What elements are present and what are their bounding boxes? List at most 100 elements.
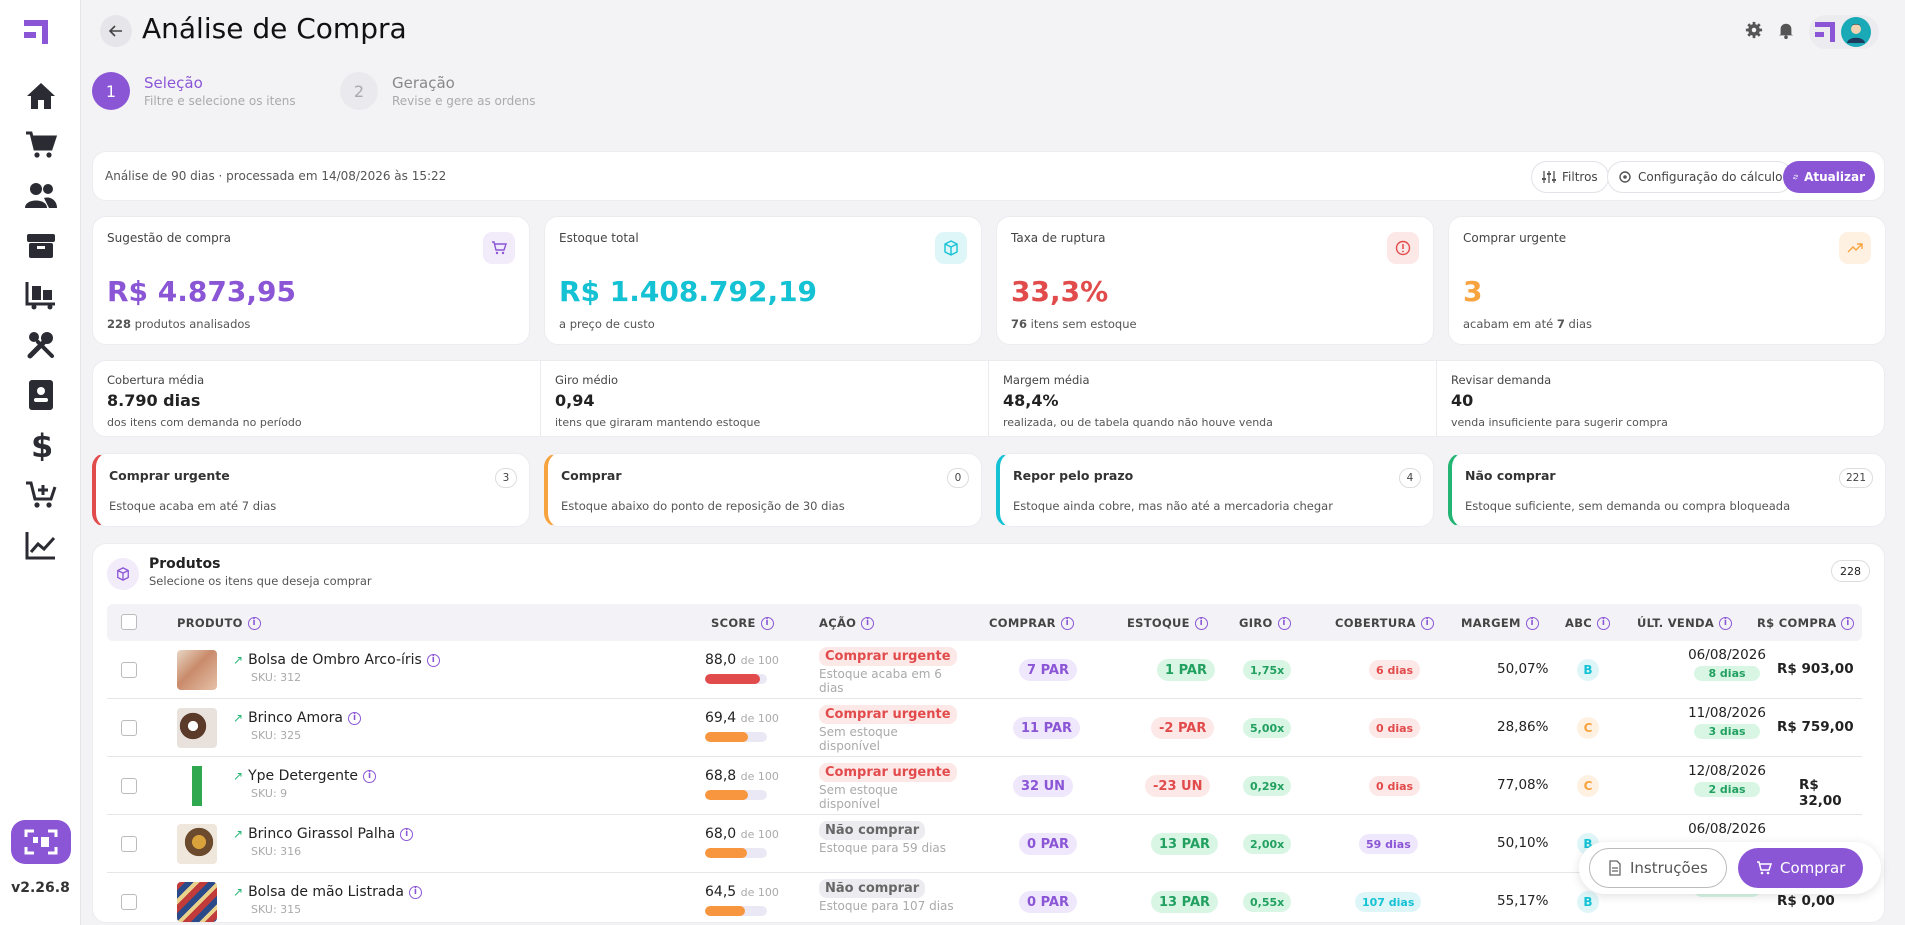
trend-up-icon: ↗ [233, 653, 244, 667]
sliders-icon [1542, 171, 1556, 183]
pallet-icon[interactable] [20, 275, 62, 315]
analysis-bar: Análise de 90 dias · processada em 14/08… [92, 151, 1885, 201]
giro-pill: 2,00x [1243, 834, 1292, 854]
score-value: 69,4 de 100 [705, 710, 779, 726]
badge-icon[interactable] [20, 375, 62, 415]
tools-icon[interactable] [20, 325, 62, 365]
analysis-info: Análise de 90 dias · processada em 14/08… [105, 169, 447, 183]
cart-plus-icon[interactable] [20, 475, 62, 515]
category-repor-prazo[interactable]: Repor pelo prazo 4 Estoque ainda cobre, … [996, 453, 1434, 527]
acao-sub: Sem estoque disponível [819, 725, 898, 753]
filters-label: Filtros [1562, 170, 1598, 184]
estoque-pill: -23 UN [1145, 775, 1211, 797]
row-checkbox[interactable] [121, 720, 137, 736]
col-estoque[interactable]: ESTOQUE i [1127, 616, 1208, 630]
col-rs-compra[interactable]: R$ COMPRA i [1757, 616, 1855, 630]
select-all-checkbox[interactable] [121, 614, 137, 630]
comprar-button[interactable]: Comprar [1738, 848, 1864, 888]
abc-badge: B [1577, 891, 1599, 913]
stat-label: Comprar urgente [1463, 231, 1567, 245]
ult-venda: 06/08/2026 8 dias [1688, 647, 1766, 681]
col-ult-venda[interactable]: ÚLT. VENDA i [1637, 616, 1733, 630]
acao-badge: Comprar urgente [819, 705, 957, 724]
scan-button[interactable] [11, 820, 71, 864]
product-sku: SKU: 316 [251, 845, 302, 858]
company-logo-icon [1815, 22, 1835, 42]
cart-icon[interactable] [20, 125, 62, 165]
app-version: v2.26.8 [11, 880, 70, 896]
users-icon[interactable] [20, 175, 62, 215]
product-sku: SKU: 9 [251, 787, 288, 800]
user-avatar[interactable] [1841, 17, 1871, 47]
calc-config-button[interactable]: Configuração do cálculo [1607, 161, 1794, 193]
comprar-pill[interactable]: 0 PAR [1019, 891, 1077, 913]
col-cobertura[interactable]: COBERTURA i [1335, 616, 1434, 630]
package-icon [935, 232, 967, 264]
settings-gear-icon[interactable] [1745, 21, 1763, 43]
stat-value: R$ 4.873,95 [107, 275, 296, 308]
bell-icon[interactable] [1777, 21, 1795, 43]
category-nao-comprar[interactable]: Não comprar 221 Estoque suficiente, sem … [1448, 453, 1886, 527]
margem-value: 55,17% [1497, 893, 1549, 909]
row-checkbox[interactable] [121, 894, 137, 910]
metric-sub: itens que giraram mantendo estoque [555, 416, 761, 429]
dollar-icon[interactable]: $ [20, 425, 62, 465]
category-count: 3 [495, 468, 517, 488]
comprar-pill[interactable]: 11 PAR [1013, 717, 1081, 739]
trend-up-icon: ↗ [233, 885, 244, 899]
acao-cell: Comprar urgente Sem estoque disponível [819, 703, 959, 753]
product-name[interactable]: ↗ Brinco Girassol Palha i [233, 826, 414, 842]
table-row[interactable]: ↗ Bolsa de Ombro Arco-íris i SKU: 312 88,0… [107, 641, 1862, 699]
col-margem[interactable]: MARGEM i [1461, 616, 1539, 630]
col-acao[interactable]: AÇÃO i [819, 616, 875, 630]
acao-cell: Comprar urgente Estoque acaba em 6 dias [819, 645, 959, 695]
col-abc[interactable]: ABC i [1565, 616, 1611, 630]
instrucoes-button[interactable]: Instruções [1589, 848, 1727, 888]
step-geracao[interactable]: 2 Geração Revise e gere as ordens [340, 72, 580, 110]
row-checkbox[interactable] [121, 836, 137, 852]
step-subtitle: Revise e gere as ordens [392, 94, 536, 108]
acao-sub: Sem estoque disponível [819, 783, 898, 811]
product-sku: SKU: 315 [251, 903, 302, 916]
col-produto[interactable]: PRODUTO i [177, 616, 261, 630]
comprar-pill[interactable]: 32 UN [1013, 775, 1074, 797]
step-selecao[interactable]: 1 Seleção Filtre e selecione os itens [92, 72, 332, 110]
acao-badge: Comprar urgente [819, 763, 957, 782]
metric-label: Revisar demanda [1451, 373, 1552, 387]
step-title: Geração [392, 74, 455, 92]
product-name[interactable]: ↗ Bolsa de Ombro Arco-íris i [233, 652, 440, 668]
giro-pill: 5,00x [1243, 718, 1292, 738]
chart-line-icon[interactable] [20, 525, 62, 565]
app-logo[interactable] [22, 18, 62, 58]
products-title: Produtos [149, 556, 221, 572]
filters-button[interactable]: Filtros [1531, 161, 1609, 193]
trend-up-icon: ↗ [233, 711, 244, 725]
metric-value: 40 [1451, 391, 1474, 410]
table-row[interactable]: ↗ Ype Detergente i SKU: 9 68,8 de 100 Comp… [107, 757, 1862, 815]
box-icon[interactable] [20, 225, 62, 265]
account-switcher[interactable] [1809, 15, 1879, 49]
category-comprar[interactable]: Comprar 0 Estoque abaixo do ponto de rep… [544, 453, 982, 527]
back-button[interactable] [100, 15, 132, 47]
col-score[interactable]: SCORE i [711, 616, 774, 630]
product-name[interactable]: ↗ Brinco Amora i [233, 710, 362, 726]
col-giro[interactable]: GIRO i [1239, 616, 1291, 630]
table-row[interactable]: ↗ Brinco Amora i SKU: 325 69,4 de 100 Comp… [107, 699, 1862, 757]
table-row[interactable]: ↗ Brinco Girassol Palha i SKU: 316 68,0 de… [107, 815, 1862, 873]
refresh-button[interactable]: Atualizar [1783, 161, 1875, 193]
product-name[interactable]: ↗ Bolsa de mão Listrada i [233, 884, 422, 900]
home-icon[interactable] [20, 76, 62, 116]
category-comprar-urgente[interactable]: Comprar urgente 3 Estoque acaba em até 7… [92, 453, 530, 527]
acao-badge: Não comprar [819, 821, 926, 840]
comprar-pill[interactable]: 7 PAR [1019, 659, 1077, 681]
comprar-pill[interactable]: 0 PAR [1019, 833, 1077, 855]
acao-sub: Estoque para 59 dias [819, 841, 947, 855]
row-checkbox[interactable] [121, 662, 137, 678]
row-checkbox[interactable] [121, 778, 137, 794]
col-comprar[interactable]: COMPRAR i [989, 616, 1074, 630]
info-icon: i [1841, 616, 1855, 630]
acao-badge: Não comprar [819, 879, 926, 898]
product-name[interactable]: ↗ Ype Detergente i [233, 768, 377, 784]
stat-label: Estoque total [559, 231, 639, 245]
product-thumbnail [177, 650, 217, 690]
